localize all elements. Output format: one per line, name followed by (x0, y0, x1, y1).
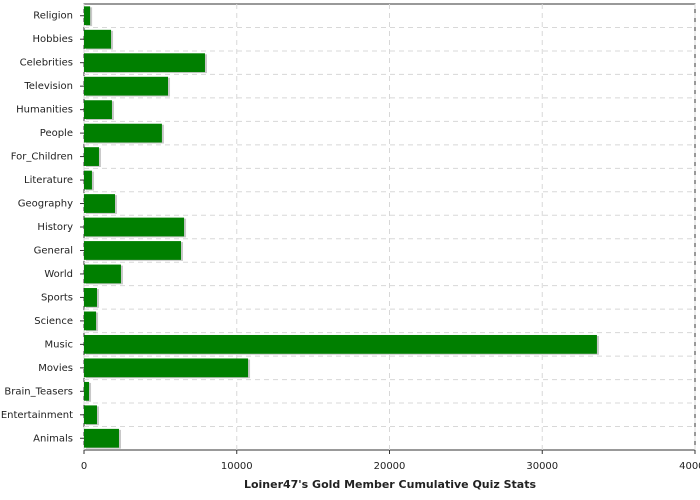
y-tick-label: Religion (33, 11, 73, 22)
y-tick-label: Literature (24, 175, 73, 186)
y-tick-label: Celebrities (20, 58, 73, 69)
bar (84, 194, 116, 213)
y-tick-label: For_Children (11, 152, 73, 163)
y-tick-label: Science (34, 316, 73, 327)
x-tick-label: 40000 (679, 461, 700, 472)
x-axis-label: Loiner47's Gold Member Cumulative Quiz S… (244, 478, 537, 491)
bar (84, 123, 162, 143)
bar (84, 6, 91, 26)
bar (84, 241, 181, 260)
y-tick-label: Animals (33, 433, 73, 444)
y-tick-label: Geography (18, 199, 73, 210)
y-tick-label: Hobbies (33, 34, 73, 45)
x-tick-label: 30000 (526, 461, 558, 472)
bar (84, 381, 90, 401)
bar (84, 358, 249, 378)
y-tick-label: Brain_Teasers (4, 386, 73, 397)
y-tick-label: General (34, 245, 73, 256)
bar (84, 53, 205, 73)
x-tick-label: 20000 (374, 461, 406, 472)
x-tick-label: 10000 (221, 461, 253, 472)
y-tick-label: History (37, 222, 73, 233)
y-tick-label: Movies (38, 363, 73, 374)
x-tick-label: 0 (81, 461, 87, 472)
bar (84, 170, 92, 190)
bar (84, 288, 97, 307)
bar (84, 264, 121, 284)
bar (84, 29, 112, 49)
bar (84, 311, 97, 331)
bar (84, 147, 99, 166)
y-tick-label: People (40, 128, 73, 139)
bar (84, 100, 112, 120)
y-tick-label: World (44, 269, 73, 280)
bar (84, 217, 185, 237)
bar (84, 428, 119, 448)
bar (84, 334, 597, 354)
y-tick-label: Humanities (16, 105, 73, 116)
y-tick-label: Entertainment (1, 410, 73, 421)
y-tick-label: Television (23, 81, 73, 92)
y-tick-label: Music (45, 339, 73, 350)
y-tick-label: Sports (41, 292, 73, 303)
bar (84, 405, 97, 425)
bar (84, 76, 169, 96)
